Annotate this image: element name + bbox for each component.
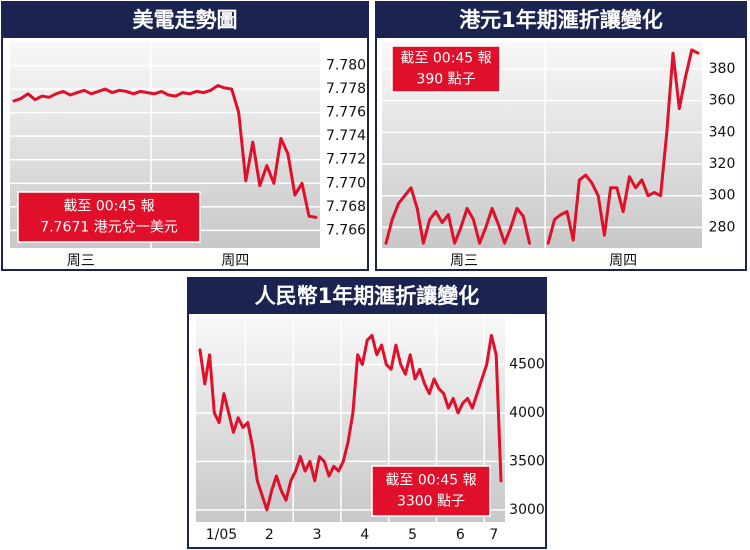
y-tick-label: 320 — [709, 156, 736, 172]
y-tick-label: 3000 — [509, 502, 545, 518]
y-tick-label: 7.772 — [326, 152, 366, 168]
x-tick-label: 7 — [489, 527, 498, 543]
title-bar — [2, 2, 368, 38]
x-tick-label: 1/05 — [206, 527, 237, 543]
annotation-text: 3300 點子 — [397, 494, 465, 510]
annotation-box — [391, 45, 501, 93]
annotation-text: 7.7671 港元兌一美元 — [40, 220, 177, 236]
x-tick-label: 6 — [456, 527, 465, 543]
chart-title: 人民幣1年期滙折讓變化 — [255, 284, 480, 308]
title-bar — [376, 2, 746, 38]
y-tick-label: 7.770 — [326, 175, 366, 191]
title-bar — [188, 278, 546, 314]
annotation-text: 截至 00:45 報 — [400, 51, 491, 67]
y-tick-label: 3500 — [509, 453, 545, 469]
y-tick-label: 7.768 — [326, 199, 366, 215]
y-tick-label: 7.778 — [326, 81, 366, 97]
y-tick-label: 360 — [709, 93, 736, 109]
x-tick-label: 周三 — [67, 253, 95, 269]
annotation-text: 截至 00:45 報 — [63, 199, 154, 215]
y-tick-label: 7.766 — [326, 222, 366, 238]
y-tick-label: 7.780 — [326, 58, 366, 74]
x-tick-label: 2 — [265, 527, 274, 543]
y-tick-label: 7.776 — [326, 105, 366, 121]
data-line — [198, 333, 503, 512]
data-line — [384, 48, 700, 245]
y-tick-label: 340 — [709, 124, 736, 140]
x-tick-label: 3 — [313, 527, 322, 543]
chart-title: 港元1年期滙折讓變化 — [459, 8, 663, 32]
y-tick-label: 4000 — [509, 405, 545, 421]
y-tick-label: 300 — [709, 188, 736, 204]
y-tick-label: 7.774 — [326, 128, 366, 144]
x-tick-label: 周四 — [221, 253, 249, 269]
y-tick-label: 280 — [709, 219, 736, 235]
chart-title: 美電走勢圖 — [133, 8, 238, 32]
y-tick-label: 4500 — [509, 356, 545, 372]
y-tick-label: 380 — [709, 61, 736, 77]
annotation-text: 截至 00:45 報 — [385, 473, 476, 489]
annotation-text: 390 點子 — [416, 72, 475, 88]
x-tick-label: 周三 — [450, 253, 478, 269]
x-tick-label: 5 — [408, 527, 417, 543]
x-tick-label: 4 — [360, 527, 369, 543]
x-tick-label: 周四 — [609, 253, 637, 269]
annotation-box — [371, 465, 491, 517]
data-line — [12, 84, 318, 219]
annotation-box — [17, 191, 201, 243]
